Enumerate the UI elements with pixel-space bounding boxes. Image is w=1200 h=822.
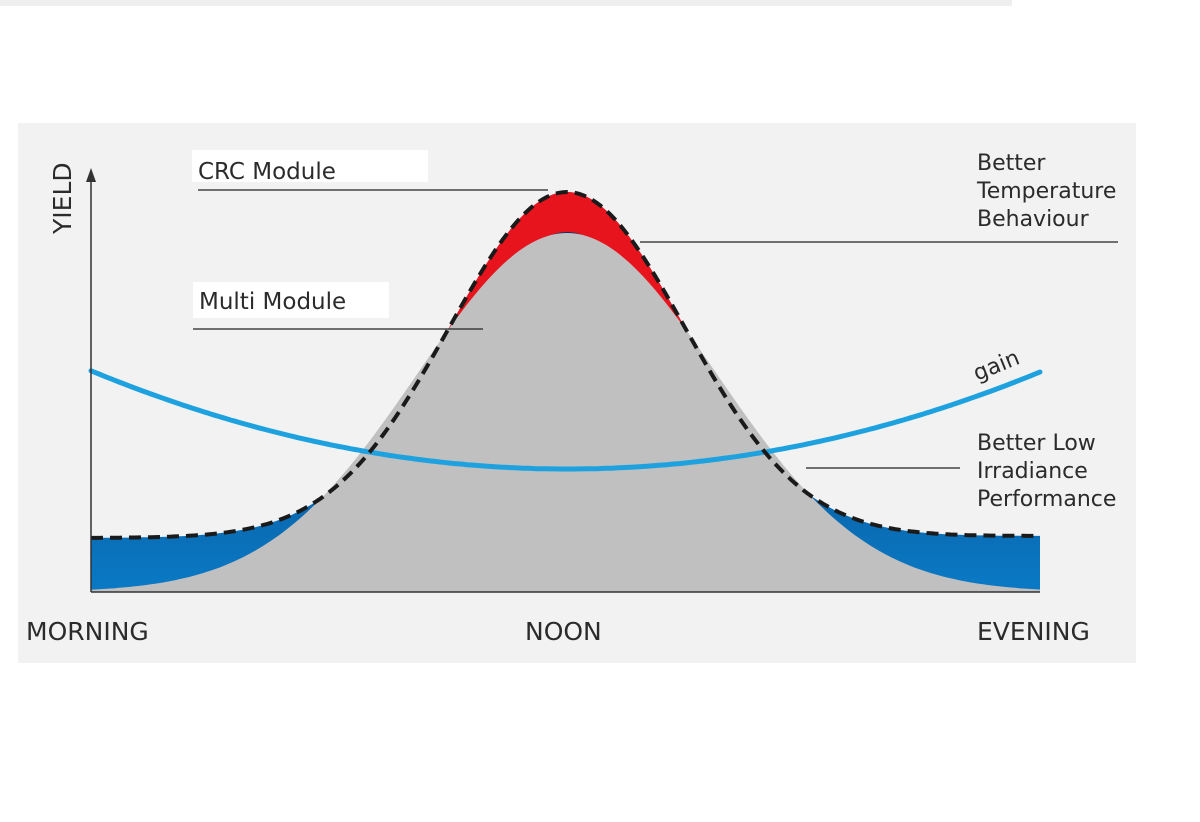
crc-module-outline: [91, 189, 1040, 540]
y-axis-label: YIELD: [48, 162, 77, 235]
x-label-evening: EVENING: [977, 617, 1090, 646]
x-label-noon: NOON: [525, 617, 602, 646]
temperature-label-line1: Better: [977, 151, 1046, 176]
gain-curve: [88, 368, 1043, 472]
low-irradiance-label-line3: Performance: [977, 487, 1116, 512]
multi-label-box: [193, 282, 389, 318]
x-label-morning: MORNING: [26, 617, 149, 646]
temperature-label-line2: Temperature: [976, 179, 1116, 204]
temperature-label-line3: Behaviour: [977, 207, 1090, 232]
low-irradiance-label-line1: Better Low: [977, 431, 1096, 456]
top-strip: [0, 0, 1012, 6]
multi-module-area: [91, 233, 1040, 592]
crc-module-label: CRC Module: [198, 159, 336, 185]
multi-module-label: Multi Module: [199, 289, 346, 315]
low-irradiance-label-line2: Irradiance: [977, 459, 1088, 484]
crc-label-box: [192, 150, 428, 182]
y-axis-arrow-icon: [86, 168, 96, 182]
